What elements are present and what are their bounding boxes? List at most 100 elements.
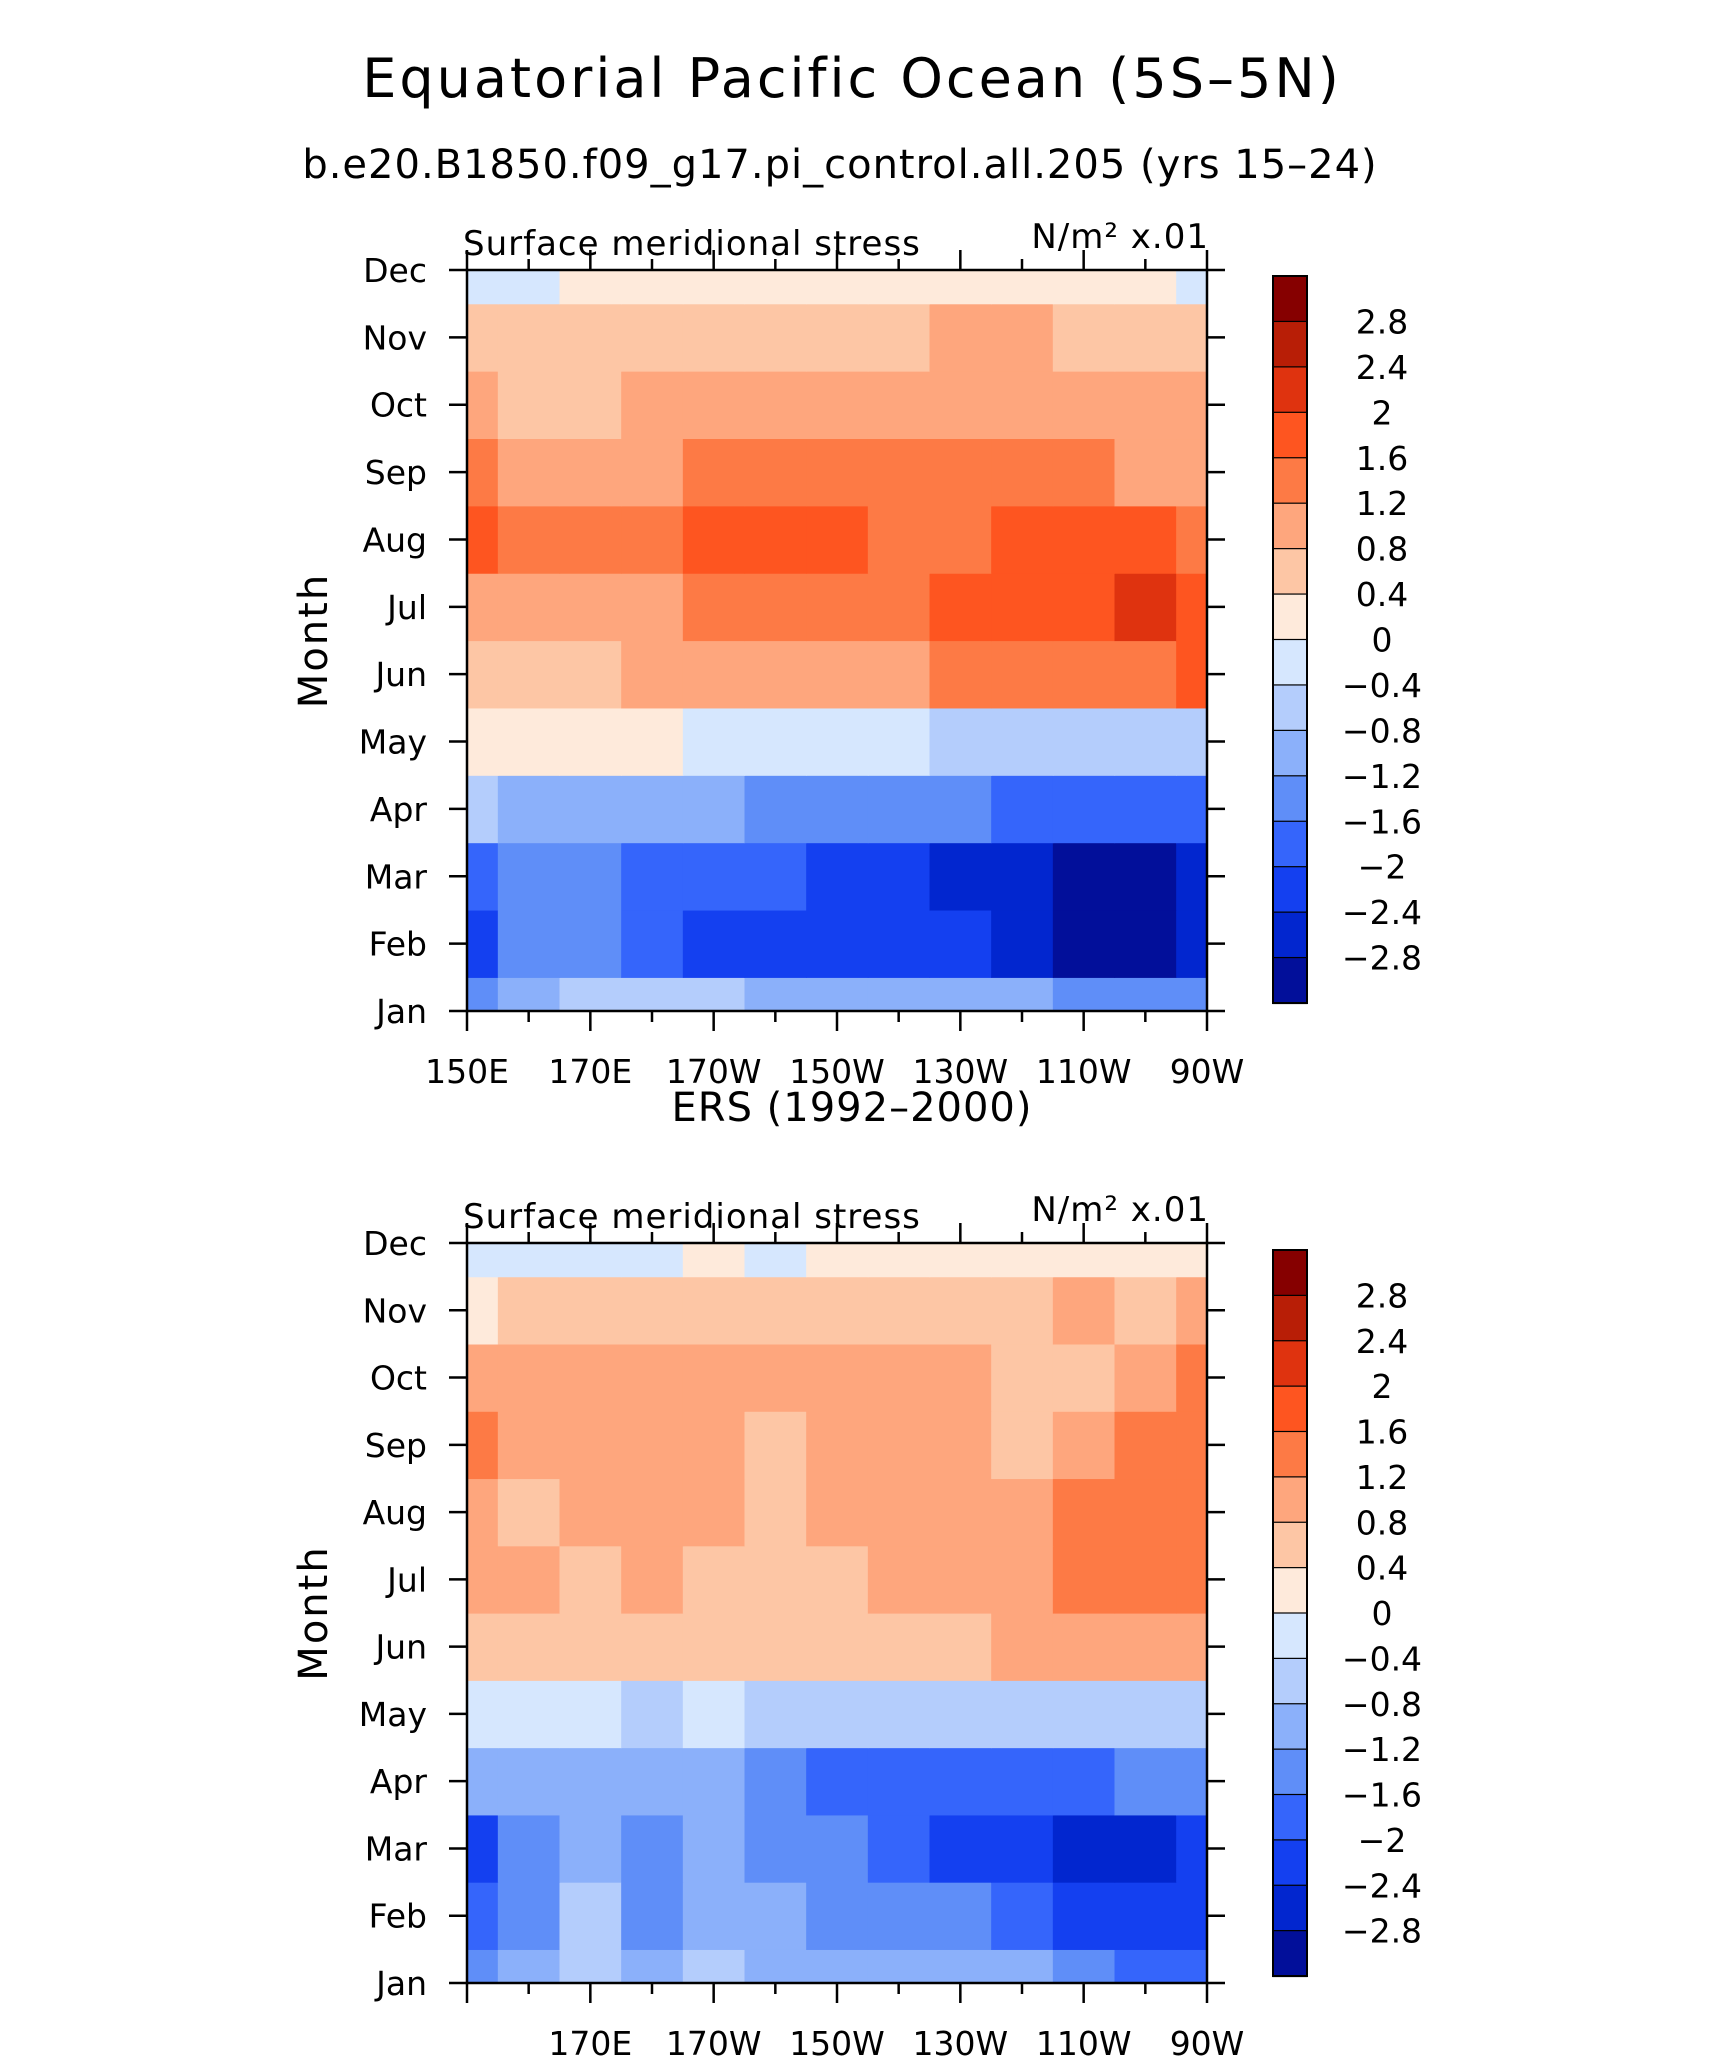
y-tick-label: Mar	[365, 857, 428, 896]
colorbar-label: 2.8	[1356, 302, 1408, 341]
colorbar-label: −2.4	[1342, 893, 1422, 932]
colorbar-swatch	[1272, 593, 1308, 641]
heatmap-cell	[991, 1949, 1054, 1984]
heatmap-cell	[559, 1343, 622, 1412]
heatmap-cell	[467, 573, 499, 642]
heatmap-cell	[806, 775, 869, 844]
heatmap-cell	[744, 1411, 807, 1480]
heatmap-cell	[929, 1276, 992, 1345]
colorbar: 2.8 2.4 2 1.6 1.2 0.8 0.4 0 −0.4 −0.8 −1.2 −1.6 −2 −2…	[1272, 1249, 1422, 1978]
heatmap-cell	[744, 1814, 807, 1883]
heatmap-cell	[467, 1243, 499, 1278]
heatmap-cell	[867, 1276, 931, 1345]
colorbar-swatch	[1272, 684, 1308, 732]
heatmap-cell	[1176, 438, 1208, 507]
heatmap-cell	[867, 1411, 931, 1480]
heatmap-cell	[682, 505, 746, 574]
heatmap-cell	[1176, 775, 1208, 844]
heatmap-cell	[929, 1243, 992, 1278]
heatmap-cell	[559, 438, 622, 507]
heatmap-cell	[991, 1411, 1054, 1480]
heatmap-cell	[1052, 1478, 1116, 1547]
heatmap-cell	[621, 573, 684, 642]
heatmap-cell	[929, 1545, 992, 1614]
heatmap-cell	[991, 909, 1054, 978]
heatmap-cell	[1176, 505, 1208, 574]
heatmap-cell	[1052, 371, 1116, 440]
heatmap-cell	[621, 1814, 684, 1883]
heatmap-cell	[867, 371, 931, 440]
heatmap-cell	[467, 1949, 499, 1984]
heatmap-cell	[867, 1747, 931, 1816]
heatmap-cell	[929, 1949, 992, 1984]
heatmap-cell	[559, 842, 622, 911]
heatmap-cell	[1052, 1814, 1116, 1883]
colorbar-swatch	[1272, 1930, 1308, 1978]
heatmap-cell	[467, 640, 499, 709]
heatmap-cell	[1052, 1747, 1116, 1816]
colorbar-swatch	[1272, 638, 1308, 687]
y-tick-label: Jun	[373, 655, 427, 694]
heatmap-cell	[806, 1243, 869, 1278]
heatmap-cell	[1176, 1343, 1208, 1412]
variable-label: Surface meridional stress	[463, 224, 921, 264]
heatmap-cell	[867, 1882, 931, 1950]
heatmap-cell	[682, 1545, 746, 1614]
colorbar-label: −1.6	[1342, 1776, 1422, 1815]
x-tick-label: 170E	[548, 2024, 632, 2059]
heatmap-cell	[621, 1243, 684, 1278]
heatmap-cell	[929, 573, 992, 642]
y-tick-label: May	[359, 1695, 427, 1734]
colorbar-frame	[1272, 1249, 1308, 1977]
y-tick-label: Mar	[365, 1829, 428, 1868]
heatmap-cell	[467, 505, 499, 574]
heatmap-cell	[1114, 573, 1177, 642]
heatmap-cell	[682, 1680, 746, 1749]
heatmap-cell	[621, 1680, 684, 1749]
heatmap-cell	[1176, 573, 1208, 642]
heatmap-cell	[744, 1949, 807, 1984]
heatmap-cell	[1052, 303, 1116, 372]
heatmap-cell	[621, 1478, 684, 1547]
heatmap-cell	[867, 640, 931, 709]
heatmap-cell	[682, 1343, 746, 1412]
heatmap-cell	[806, 1478, 869, 1547]
heatmap-cell	[1176, 1411, 1208, 1480]
heatmap-cell	[744, 1276, 807, 1345]
heatmap-cell	[1114, 438, 1177, 507]
heatmap-cell	[929, 842, 992, 911]
heatmap-cell	[621, 1343, 684, 1412]
y-tick-label: Apr	[370, 790, 428, 829]
heatmap-cell	[1176, 909, 1208, 978]
heatmap-cell	[929, 775, 992, 844]
heatmap-cell	[682, 977, 746, 1012]
heatmap-cell	[744, 842, 807, 911]
heatmap-cell	[467, 977, 499, 1012]
heatmap-cell	[991, 573, 1054, 642]
heatmap-cell	[497, 842, 561, 911]
heatmap-cell	[497, 1411, 561, 1480]
heatmap-cell	[867, 977, 931, 1012]
heatmap-cell	[867, 707, 931, 776]
colorbar-swatch	[1272, 1385, 1308, 1433]
colorbar-frame	[1272, 275, 1308, 1004]
heatmap-cell	[1114, 1680, 1177, 1749]
colorbar-swatch	[1272, 457, 1308, 505]
heatmap-cell	[806, 1276, 869, 1345]
heatmap-cell	[991, 707, 1054, 776]
heatmap-cell	[497, 371, 561, 440]
heatmap-cell	[929, 270, 992, 305]
heatmap-cells	[467, 1243, 1208, 1984]
heatmap-cell	[497, 1882, 561, 1950]
x-tick-label: 170W	[666, 1052, 762, 1091]
colorbar-swatch	[1272, 1839, 1308, 1887]
heatmap-cell	[559, 1613, 622, 1681]
heatmap-cell	[744, 573, 807, 642]
heatmap-cell	[1114, 909, 1177, 978]
colorbar-label: 0.4	[1356, 575, 1408, 614]
heatmap-cell	[806, 1411, 869, 1480]
heatmap-cell	[867, 1680, 931, 1749]
heatmap-cell	[1114, 505, 1177, 574]
heatmap-cell	[682, 1478, 746, 1547]
heatmap-cell	[497, 707, 561, 776]
